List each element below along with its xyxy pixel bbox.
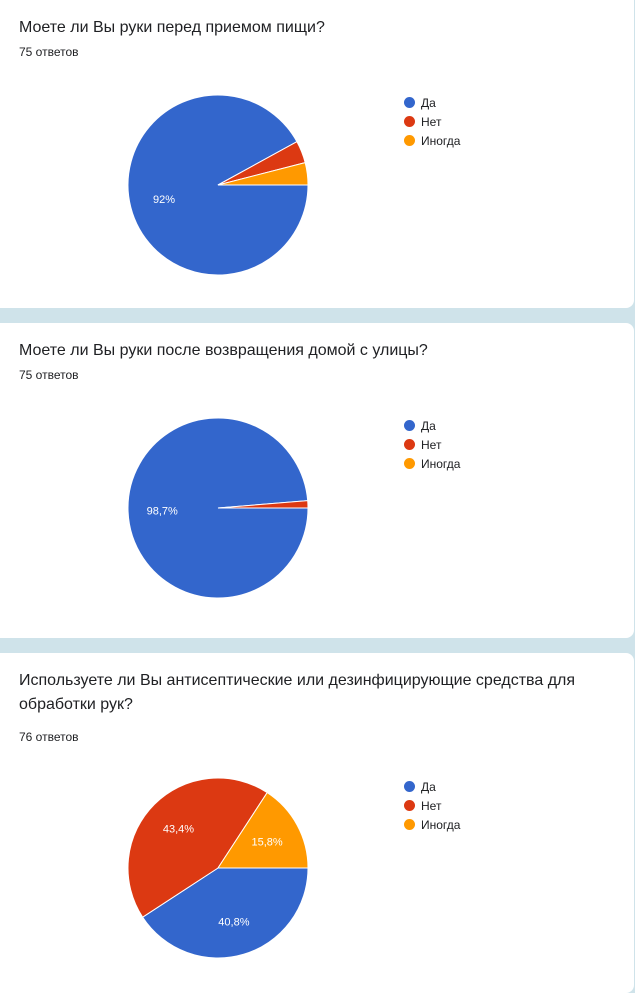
slice-data-label: 92% — [153, 194, 175, 206]
pie-chart: 40,8% 43,4% 15,8% — [127, 777, 309, 959]
legend-item-da[interactable]: Да — [404, 416, 460, 435]
chart-legend: Да Нет Иногда — [404, 416, 460, 473]
slice-data-label: 43,4% — [163, 824, 194, 836]
legend-item-net[interactable]: Нет — [404, 112, 460, 131]
legend-swatch-icon — [404, 458, 415, 469]
legend-label: Иногда — [421, 817, 461, 832]
response-count: 75 ответов — [19, 368, 79, 382]
legend-swatch-icon — [404, 420, 415, 431]
legend-swatch-icon — [404, 819, 415, 830]
slice-net[interactable] — [127, 777, 268, 918]
legend-item-net[interactable]: Нет — [404, 796, 460, 815]
legend-label: Нет — [421, 798, 442, 813]
legend-swatch-icon — [404, 439, 415, 450]
slice-data-label: 40,8% — [218, 917, 249, 929]
question-card-antiseptics: Используете ли Вы антисептические или де… — [0, 653, 634, 993]
question-card-hands-before-meal: Моете ли Вы руки перед приемом пищи? 75 … — [0, 0, 634, 308]
slice-net[interactable] — [217, 500, 309, 509]
legend-swatch-icon — [404, 97, 415, 108]
slice-inogda[interactable] — [217, 791, 309, 869]
legend-item-da[interactable]: Да — [404, 93, 460, 112]
legend-label: Да — [421, 779, 436, 794]
question-title: Используете ли Вы антисептические или де… — [19, 672, 576, 713]
legend-label: Иногда — [421, 133, 461, 148]
chart-legend: Да Нет Иногда — [404, 777, 460, 834]
slice-da[interactable] — [127, 94, 309, 276]
question-card-hands-after-street: Моете ли Вы руки после возвращения домой… — [0, 323, 634, 638]
slice-data-label: 98,7% — [147, 505, 178, 517]
slice-data-label: 15,8% — [251, 836, 282, 848]
legend-swatch-icon — [404, 116, 415, 127]
response-count: 76 ответов — [19, 730, 79, 744]
legend-label: Да — [421, 418, 436, 433]
legend-item-da[interactable]: Да — [404, 777, 460, 796]
legend-swatch-icon — [404, 800, 415, 811]
slice-inogda[interactable] — [217, 162, 309, 186]
pie-chart: 92% — [127, 94, 309, 276]
question-title: Моете ли Вы руки после возвращения домой… — [19, 342, 428, 359]
chart-legend: Да Нет Иногда — [404, 93, 460, 150]
legend-label: Иногда — [421, 456, 461, 471]
legend-label: Нет — [421, 114, 442, 129]
question-title: Моете ли Вы руки перед приемом пищи? — [19, 19, 325, 36]
legend-item-net[interactable]: Нет — [404, 435, 460, 454]
legend-label: Нет — [421, 437, 442, 452]
legend-swatch-icon — [404, 781, 415, 792]
legend-label: Да — [421, 95, 436, 110]
legend-swatch-icon — [404, 135, 415, 146]
legend-item-inogda[interactable]: Иногда — [404, 131, 460, 150]
legend-item-inogda[interactable]: Иногда — [404, 454, 460, 473]
legend-item-inogda[interactable]: Иногда — [404, 815, 460, 834]
pie-chart: 98,7% — [127, 417, 309, 599]
response-count: 75 ответов — [19, 45, 79, 59]
